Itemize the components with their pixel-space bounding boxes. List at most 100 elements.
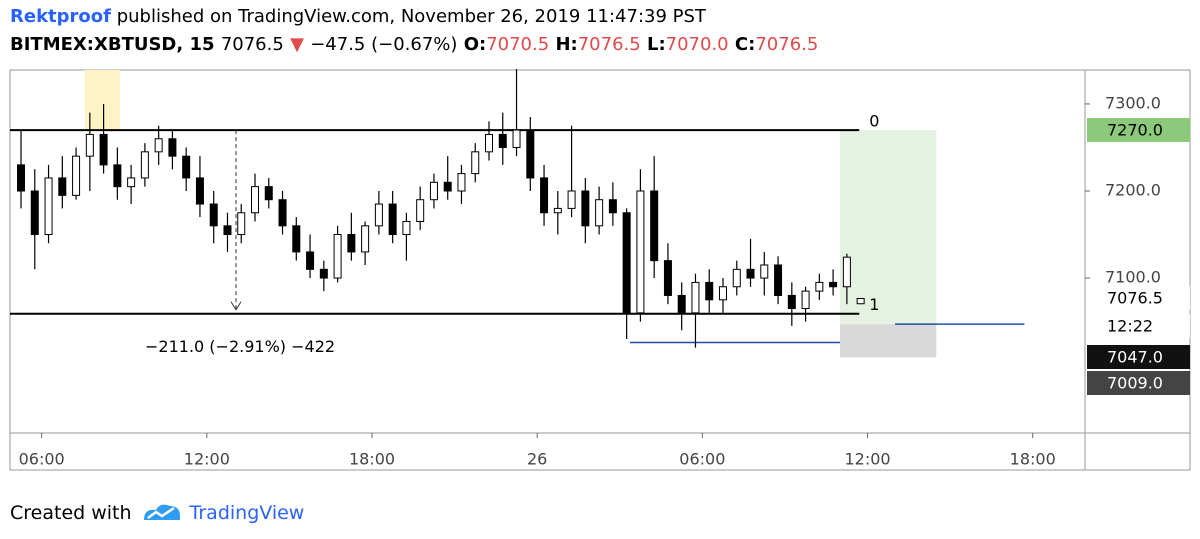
candle-body — [278, 199, 287, 227]
c: 7076.5 — [755, 34, 819, 55]
candle-body — [485, 133, 494, 153]
candle-body — [856, 298, 865, 305]
candle-body — [581, 190, 590, 227]
candle-body — [429, 181, 438, 201]
symbol-line: BITMEX:XBTUSD, 15 7076.5 ▼ −47.5 (−0.67%… — [10, 34, 818, 55]
price-badge-label: 7270.0 — [1107, 121, 1163, 140]
author: Rektproof — [10, 6, 111, 27]
candle-body — [237, 212, 246, 236]
candle-body — [691, 281, 700, 314]
candle-body — [705, 281, 714, 301]
candle-body — [361, 225, 370, 253]
fib-label: 1 — [869, 295, 879, 314]
y-tick-label: 7100.0 — [1105, 268, 1161, 287]
candle-body — [746, 268, 755, 279]
candle-body — [99, 133, 108, 166]
o-label: O: — [463, 34, 487, 55]
candle-body — [829, 281, 838, 288]
candle-body — [113, 164, 122, 188]
candle-body — [85, 133, 94, 157]
candle-body — [553, 207, 562, 214]
candle-body — [140, 151, 149, 179]
price-badge — [1087, 314, 1190, 338]
candle-body — [718, 286, 727, 301]
candle-body — [567, 190, 576, 209]
price-badge — [1087, 118, 1190, 142]
h: 7076.5 — [577, 34, 641, 55]
x-tick-label: 26 — [527, 450, 547, 469]
candle-body — [498, 133, 507, 148]
o: 7070.5 — [486, 34, 550, 55]
candle-body — [333, 234, 342, 279]
x-tick-label: 18:00 — [349, 450, 395, 469]
price-badge — [1087, 371, 1190, 395]
candle-body — [471, 151, 480, 175]
highlight — [84, 70, 121, 131]
candle-body — [347, 234, 356, 253]
x-tick-label: 06:00 — [19, 450, 65, 469]
x-tick-label: 06:00 — [679, 450, 725, 469]
candle-body — [595, 199, 604, 227]
candle-body — [732, 268, 741, 288]
candle-body — [815, 281, 824, 292]
x-tick-label: 12:00 — [184, 450, 230, 469]
chart: 7300.0 7200.0 7100.0 06:00 12:00 18:00 26 06:00… — [9, 69, 1191, 471]
candle-body — [842, 256, 851, 288]
published: published on TradingView.com, November 2… — [116, 6, 706, 27]
last: 7076.5 — [220, 34, 284, 55]
candle-body — [30, 190, 39, 236]
candle-body — [636, 190, 645, 314]
fib-label: 0 — [869, 112, 879, 131]
candle-body — [154, 138, 163, 153]
l: 7070.0 — [665, 34, 729, 55]
change: −47.5 (−0.67%) — [310, 34, 458, 55]
frame — [9, 69, 1191, 471]
candle-body — [319, 268, 328, 279]
candle-body — [209, 203, 218, 227]
price-badge-label: 12:22 — [1107, 317, 1153, 336]
candle-body — [168, 138, 177, 157]
candle-body — [787, 294, 796, 310]
candle-body — [801, 290, 810, 310]
candle-body — [195, 177, 204, 205]
candle-body — [388, 203, 397, 236]
candle-body — [774, 264, 783, 296]
candle-body — [608, 199, 617, 214]
candle-body — [251, 186, 260, 214]
candle-body — [416, 199, 425, 222]
candle-body — [677, 294, 686, 314]
candle-body — [127, 177, 136, 188]
x-tick-label: 12:00 — [844, 450, 890, 469]
created-with: Created with — [10, 502, 132, 524]
candle-body — [457, 173, 466, 192]
candle-body — [292, 225, 301, 253]
footer: Created with TradingView — [10, 500, 304, 526]
brand: TradingView — [189, 502, 305, 524]
candle-body — [526, 129, 535, 179]
stop-zone — [839, 324, 937, 358]
candle-body — [17, 164, 26, 192]
measure-arrow — [230, 301, 242, 311]
candle-body — [44, 177, 53, 236]
candle-body — [402, 220, 411, 236]
h-label: H: — [555, 34, 578, 55]
price-badge — [1087, 345, 1190, 369]
measure-label: −211.0 (−2.91%) −422 — [145, 337, 335, 356]
c-label: C: — [734, 34, 756, 55]
candle-body — [306, 251, 315, 270]
arrow: ▼ — [290, 34, 304, 55]
price-badge — [1087, 286, 1190, 310]
candle-body — [182, 155, 191, 179]
candle-body — [663, 260, 672, 296]
price-badge-label: 7076.5 — [1107, 289, 1163, 308]
candle-body — [443, 181, 452, 192]
price-badge-label: 7047.0 — [1107, 348, 1163, 367]
candle-body — [622, 212, 631, 314]
y-tick-label: 7200.0 — [1105, 181, 1161, 200]
logo — [143, 504, 180, 520]
symbol: BITMEX:XBTUSD, 15 — [10, 34, 215, 55]
candle-body — [58, 177, 67, 196]
l-label: L: — [646, 34, 666, 55]
candle-body — [540, 177, 549, 214]
